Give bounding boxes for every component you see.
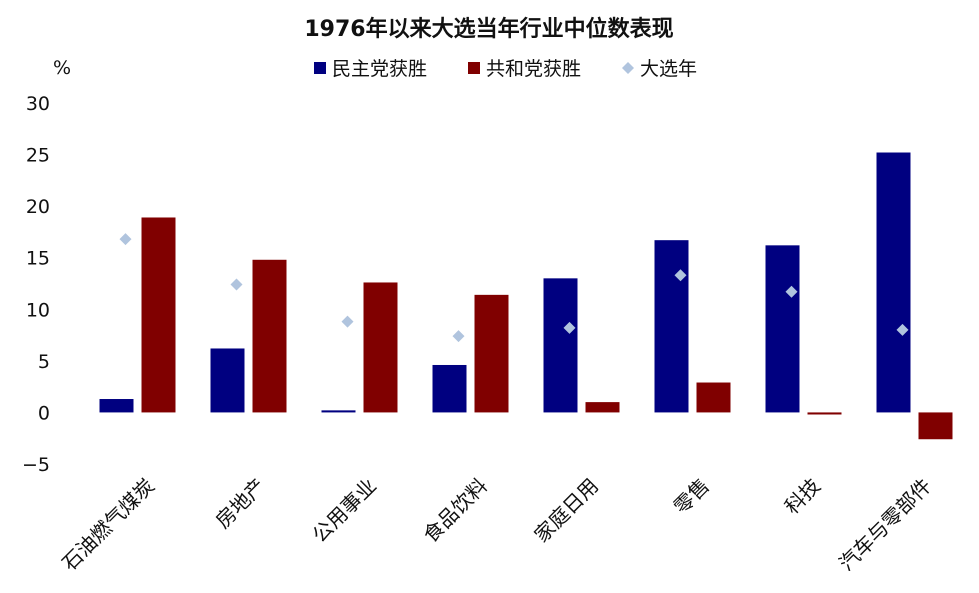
bar-republican (918, 412, 953, 440)
bar-democrat (543, 278, 578, 413)
y-tick-label: 0 (38, 402, 50, 424)
bar-republican (474, 294, 509, 413)
x-category-label: 公用事业 (307, 474, 381, 548)
x-category-label: 石油燃气煤炭 (57, 474, 159, 576)
x-category-label: 房地产 (211, 474, 270, 533)
y-tick-label: 20 (26, 196, 50, 218)
bar-democrat (765, 245, 800, 413)
x-category-label: 科技 (780, 474, 825, 519)
y-tick-label: −5 (22, 454, 50, 476)
legend-label: 大选年 (640, 58, 697, 80)
x-category-label: 食品饮料 (418, 474, 492, 548)
marker-election-year (674, 269, 687, 282)
y-axis-ticks: −5 0 5 10 15 20 25 30 (22, 93, 50, 476)
bar-democrat (876, 152, 911, 413)
legend-swatch (314, 62, 326, 74)
bar-republican (252, 259, 287, 413)
bar-democrat (321, 410, 356, 413)
y-tick-label: 25 (26, 145, 50, 167)
bar-republican (807, 412, 842, 415)
bar-republican (141, 217, 176, 413)
bar-democrat (432, 364, 467, 413)
marker-election-year (785, 285, 798, 298)
bar-democrat (99, 399, 134, 413)
bar-democrat (210, 348, 245, 413)
legend-label: 共和党获胜 (486, 58, 581, 80)
bar-democrat (654, 240, 689, 413)
marker-election-year (563, 321, 576, 334)
legend-label: 民主党获胜 (332, 58, 427, 80)
bar-republican (363, 282, 398, 413)
marker-election-year (230, 278, 243, 291)
x-category-label: 零售 (669, 474, 714, 519)
marker-election-year (119, 233, 132, 246)
y-tick-label: 15 (26, 248, 50, 270)
x-category-label: 汽车与零部件 (834, 474, 936, 576)
legend-swatch (468, 62, 480, 74)
y-tick-label: 30 (26, 93, 50, 115)
marker-election-year (896, 323, 909, 336)
marker-election-year (341, 315, 354, 328)
y-tick-label: 5 (38, 351, 50, 373)
x-category-label: 家庭日用 (529, 474, 603, 548)
y-axis-unit: % (53, 57, 71, 79)
y-tick-label: 10 (26, 299, 50, 321)
legend-swatch (622, 62, 634, 74)
x-axis-category-labels: 石油燃气煤炭 房地产 公用事业 食品饮料 家庭日用 零售 科技 汽车与零部件 (57, 474, 936, 576)
bar-republican (585, 402, 620, 413)
legend: 民主党获胜 共和党获胜 大选年 (314, 58, 697, 80)
marker-election-year (452, 330, 465, 343)
plot-area (99, 152, 953, 440)
chart-title: 1976年以来大选当年行业中位数表现 (304, 16, 673, 42)
bar-republican (696, 382, 731, 413)
